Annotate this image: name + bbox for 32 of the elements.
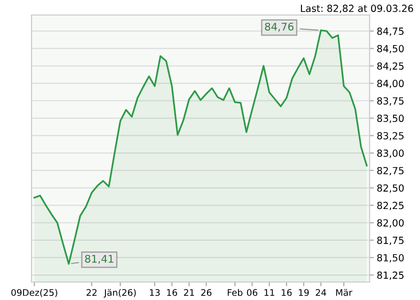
x-tick-label: 06 xyxy=(246,289,258,296)
x-tick-label: Mär xyxy=(336,288,352,296)
y-tick-label: 82,25 xyxy=(377,202,404,210)
x-tick-label: 16 xyxy=(282,289,292,296)
x-tick-label: 13 xyxy=(150,289,160,296)
y-tick-label: 84,00 xyxy=(377,80,404,88)
x-tick-label: 26 xyxy=(201,289,212,296)
x-tick-label: 21 xyxy=(184,289,194,296)
x-tick-label: 24 xyxy=(316,289,326,296)
y-tick-label: 83,50 xyxy=(377,114,404,123)
y-tick-label: 83,25 xyxy=(377,132,404,140)
chart-title: Last: 82,82 at 09.03.26 xyxy=(300,4,414,14)
y-tick-label: 82,50 xyxy=(377,184,404,193)
y-tick-label: 84,75 xyxy=(377,28,404,36)
x-tick-label: 19 xyxy=(298,289,309,296)
y-tick-label: 81,75 xyxy=(377,236,404,245)
annotation: 81,41 xyxy=(85,254,114,264)
y-tick-label: 81,50 xyxy=(377,254,404,262)
y-tick-label: 83,00 xyxy=(377,150,404,158)
annotation: 84,76 xyxy=(265,22,294,32)
x-tick-label: 09Dez(25) xyxy=(11,288,58,297)
x-tick-label: 22 xyxy=(86,289,97,296)
y-tick-label: 84,25 xyxy=(377,62,404,71)
x-tick-label: 11 xyxy=(264,289,274,296)
y-tick-label: 84,50 xyxy=(377,44,404,54)
y-tick-label: 82,00 xyxy=(377,219,404,228)
y-tick-label: 83,75 xyxy=(377,97,404,106)
y-tick-label: 82,75 xyxy=(377,166,404,176)
x-tick-label: 16 xyxy=(167,289,178,296)
x-tick-label: Feb xyxy=(228,288,242,296)
x-tick-label: Jän(26) xyxy=(104,288,136,298)
y-tick-label: 81,25 xyxy=(377,272,404,280)
